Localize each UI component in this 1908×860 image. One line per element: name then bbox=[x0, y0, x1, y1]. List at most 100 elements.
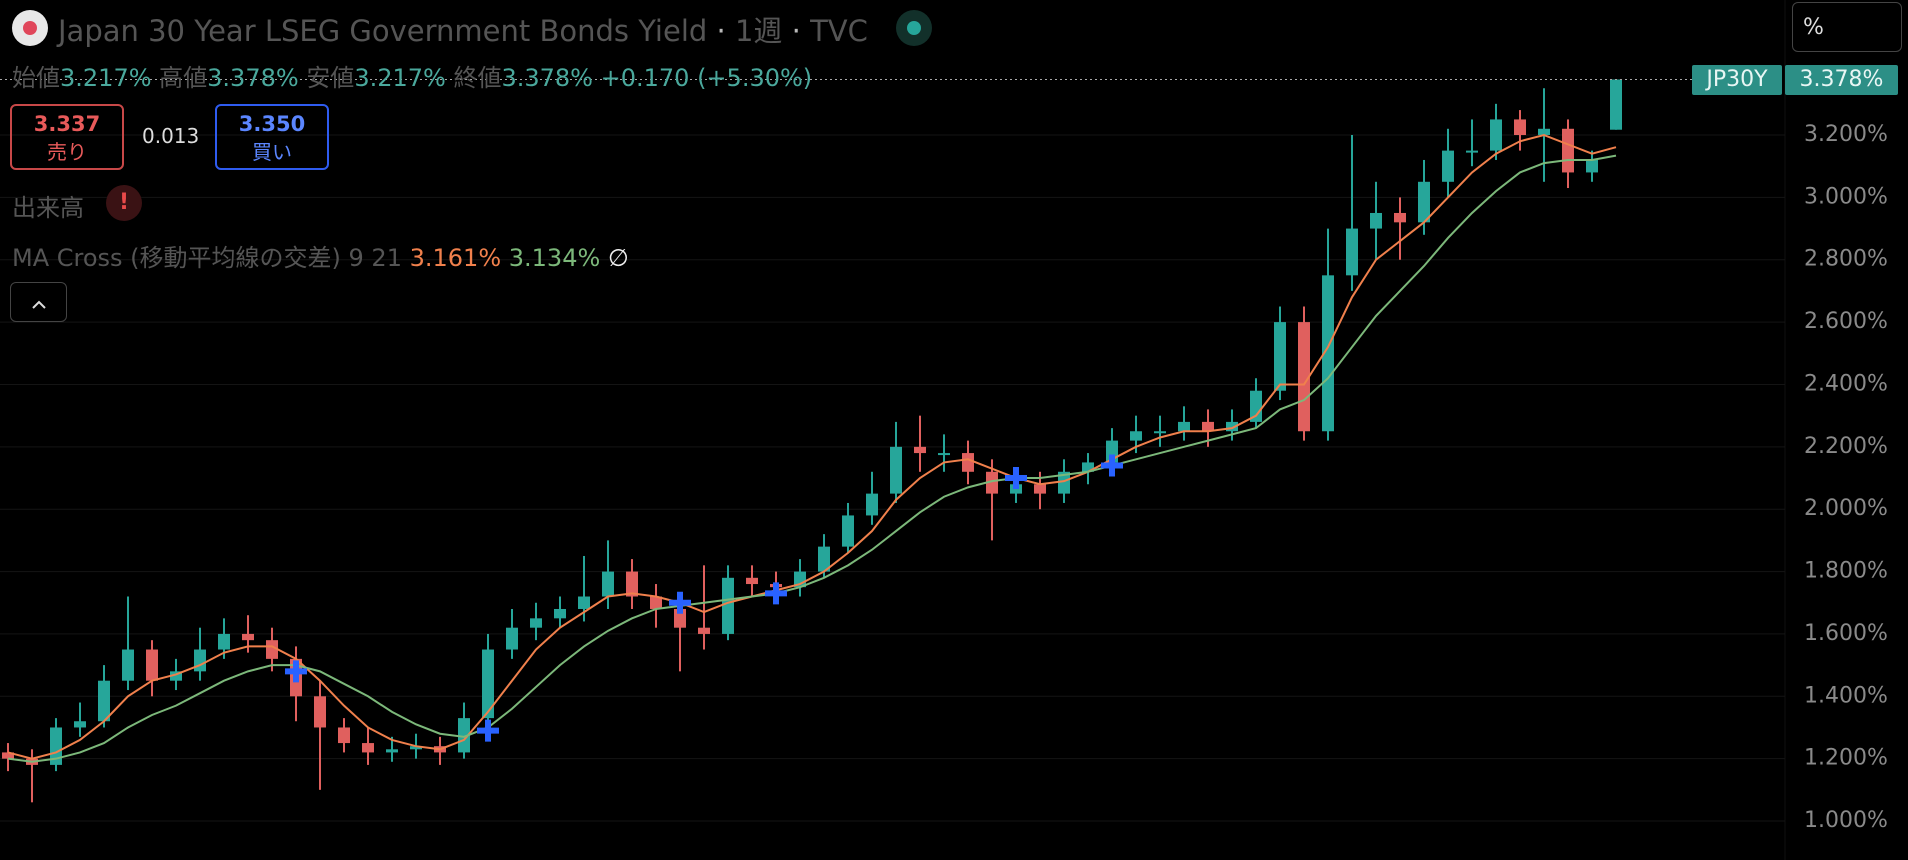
spread: 0.013 bbox=[142, 124, 200, 148]
volume-label: 出来高 bbox=[12, 194, 84, 222]
ma-slow-value: 3.134% bbox=[508, 244, 601, 272]
ma-cross-marker bbox=[1101, 454, 1123, 477]
candle-body bbox=[866, 493, 878, 516]
ohlc-row: 始値3.217% 高値3.378% 安値3.217% 終値3.378% +0.1… bbox=[12, 58, 812, 93]
ohlc-value: 3.378% bbox=[207, 64, 299, 92]
candle-body bbox=[1226, 421, 1238, 432]
buy-button[interactable]: 3.350 買い bbox=[215, 104, 329, 170]
candle-body bbox=[1178, 421, 1190, 432]
candle-body bbox=[122, 649, 134, 681]
candle-body bbox=[650, 596, 662, 609]
buy-price: 3.350 bbox=[238, 112, 306, 136]
source: TVC bbox=[810, 14, 868, 48]
candle-body bbox=[1346, 228, 1358, 276]
candle-body bbox=[1034, 484, 1046, 494]
buy-label: 買い bbox=[252, 140, 292, 164]
y-tick-label: 2.600% bbox=[1804, 309, 1888, 334]
candle-body bbox=[746, 577, 758, 585]
change: +0.170 (+5.30%) bbox=[600, 64, 813, 92]
candle-body bbox=[1466, 150, 1478, 153]
candle-body bbox=[362, 743, 374, 753]
candle-body bbox=[1130, 431, 1142, 441]
ma-cross-marker bbox=[1005, 467, 1027, 490]
y-tick-label: 2.000% bbox=[1804, 496, 1888, 521]
ma-hide[interactable]: ∅ bbox=[607, 244, 629, 272]
candle-body bbox=[1058, 471, 1070, 494]
y-tick-label: 2.200% bbox=[1804, 434, 1888, 459]
candle-body bbox=[194, 649, 206, 672]
y-tick-label: 1.200% bbox=[1804, 746, 1888, 771]
candle-body bbox=[914, 446, 926, 454]
candle-body bbox=[338, 727, 350, 744]
ma-row: MA Cross (移動平均線の交差) 9 21 3.161% 3.134% ∅ bbox=[12, 238, 629, 273]
candle-body bbox=[74, 721, 86, 728]
candle-body bbox=[506, 627, 518, 650]
candle-body bbox=[986, 471, 998, 494]
y-tick-label: 1.000% bbox=[1804, 808, 1888, 833]
candle-body bbox=[458, 718, 470, 753]
candle-body bbox=[266, 640, 278, 659]
candle-body bbox=[2, 752, 14, 759]
candle-body bbox=[1154, 431, 1166, 434]
candle-body bbox=[842, 515, 854, 547]
sell-price: 3.337 bbox=[33, 112, 101, 136]
y-tick-label: 1.400% bbox=[1804, 683, 1888, 708]
candle-body bbox=[170, 671, 182, 681]
candle-body bbox=[1514, 119, 1526, 136]
candle-body bbox=[314, 696, 326, 728]
candle-body bbox=[962, 453, 974, 472]
interval: 1週 bbox=[734, 14, 783, 48]
title: Japan 30 Year LSEG Government Bonds Yiel… bbox=[58, 14, 708, 48]
candle-body bbox=[482, 649, 494, 719]
ma-cross-marker bbox=[285, 660, 307, 683]
y-tick-label: 1.800% bbox=[1804, 559, 1888, 584]
y-tick-label: 3.200% bbox=[1804, 122, 1888, 147]
candle-body bbox=[1370, 212, 1382, 229]
candle-body bbox=[1418, 181, 1430, 223]
candle-body bbox=[1586, 159, 1598, 173]
separator: · bbox=[716, 14, 726, 48]
ma-line bbox=[7, 133, 1617, 760]
ma-cross-marker bbox=[765, 582, 787, 605]
ma-line bbox=[7, 154, 1617, 763]
candle-body bbox=[1490, 119, 1502, 151]
flag-icon bbox=[12, 10, 48, 46]
candle-body bbox=[98, 680, 110, 722]
ma-label: MA Cross (移動平均線の交差) 9 21 bbox=[12, 244, 402, 272]
candle-body bbox=[1610, 79, 1622, 130]
candle-body bbox=[938, 453, 950, 456]
ohlc-value: 3.217% bbox=[354, 64, 446, 92]
unit-button[interactable]: % bbox=[1792, 2, 1902, 52]
y-tick-label: 2.400% bbox=[1804, 371, 1888, 396]
candle-body bbox=[242, 633, 254, 641]
candle-body bbox=[1250, 390, 1262, 422]
candle-body bbox=[722, 577, 734, 634]
collapse-button[interactable] bbox=[10, 282, 67, 322]
candle-body bbox=[1538, 128, 1550, 136]
ma-fast-value: 3.161% bbox=[409, 244, 502, 272]
candle-body bbox=[818, 546, 830, 572]
candle-body bbox=[1442, 150, 1454, 182]
candle-body bbox=[626, 571, 638, 597]
ohlc-label: 始値 bbox=[12, 64, 60, 92]
y-tick-label: 1.600% bbox=[1804, 621, 1888, 646]
last-price-tag: 3.378% bbox=[1785, 65, 1898, 95]
ohlc-label: 高値 bbox=[159, 64, 208, 92]
candle-body bbox=[410, 746, 422, 750]
title-row: Japan 30 Year LSEG Government Bonds Yiel… bbox=[58, 8, 868, 50]
sell-button[interactable]: 3.337 売り bbox=[10, 104, 124, 170]
candle-body bbox=[218, 633, 230, 650]
candle-body bbox=[1274, 322, 1286, 391]
candle-body bbox=[578, 596, 590, 609]
candle-body bbox=[890, 446, 902, 494]
candle-body bbox=[554, 608, 566, 619]
ma-cross-marker bbox=[477, 719, 499, 742]
volume-alert[interactable]: ! bbox=[106, 185, 142, 221]
candle-body bbox=[530, 618, 542, 628]
candle-body bbox=[1394, 212, 1406, 223]
sell-label: 売り bbox=[47, 140, 87, 164]
candle-body bbox=[1322, 275, 1334, 432]
candle-body bbox=[1082, 462, 1094, 472]
